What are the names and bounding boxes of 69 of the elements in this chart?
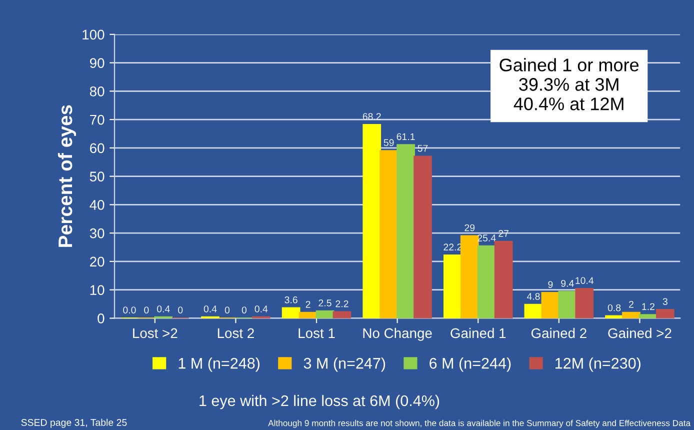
legend-label: 12M (n=230)	[556, 357, 640, 372]
data-label: 0	[178, 306, 183, 314]
y-tick-label: 80	[90, 86, 104, 96]
data-label: 0.4	[254, 305, 268, 312]
bar	[316, 310, 334, 318]
data-label: 4.8	[526, 292, 540, 300]
bar	[380, 150, 398, 318]
bar	[524, 304, 543, 318]
y-tick-label: 70	[90, 114, 104, 125]
data-label: 0.8	[608, 304, 621, 312]
y-tick-label: 40	[90, 200, 104, 210]
data-label: 59	[384, 139, 394, 146]
legend-label: 6 M (n=244)	[430, 357, 511, 372]
y-tick-label: 0	[98, 314, 104, 324]
data-label: 2	[306, 300, 310, 308]
text: 1 eye with >2 line loss at 6M (0.4%)	[200, 394, 440, 410]
bar	[414, 156, 432, 318]
data-label: 0.0	[123, 306, 136, 314]
y-tick-label: 30	[90, 228, 104, 238]
y-tick-label: 100	[82, 30, 104, 40]
bar	[494, 240, 513, 318]
y-tick-label: 90	[90, 58, 104, 68]
data-label: 10.4	[576, 277, 594, 284]
data-label: 0.4	[157, 305, 170, 312]
data-label: 3.6	[284, 296, 298, 304]
bar	[639, 314, 658, 318]
data-label: 0	[144, 306, 149, 314]
bar	[460, 235, 479, 318]
data-label: 3	[662, 298, 668, 305]
y-tick-label: 50	[90, 172, 104, 182]
bar	[477, 245, 496, 318]
text: SSED page 31, Table 25	[21, 418, 127, 428]
data-label: 2.5	[318, 300, 332, 306]
data-label: 0	[224, 306, 230, 314]
bar	[332, 311, 352, 318]
bar	[622, 312, 640, 318]
x-tick-label: Gained 2	[531, 328, 586, 338]
bar	[396, 144, 415, 318]
legend-label: 1 M (n=248)	[178, 357, 260, 372]
x-tick-label: Gained 1	[450, 328, 506, 338]
data-label: 9	[548, 281, 553, 288]
data-label: 0.4	[204, 305, 217, 312]
y-tick-label: 20	[90, 256, 104, 267]
y-tick-label: 60	[90, 143, 104, 154]
bar	[656, 308, 674, 318]
legend-label: 3 M (n=247)	[304, 357, 386, 372]
data-label: 2.2	[336, 300, 348, 308]
data-label: 1.2	[642, 303, 654, 310]
data-label: 0	[242, 306, 247, 314]
data-label: 2	[629, 300, 634, 308]
bar	[558, 290, 577, 318]
y-axis-title: Percent of eyes	[58, 105, 76, 247]
bar	[282, 307, 300, 318]
text: Although 9 month results are not shown, the data is available in the Summary of Safety and Effectiveness Data	[268, 420, 691, 428]
x-tick-label: Lost >2	[133, 328, 178, 338]
y-tick-label: 10	[90, 285, 104, 295]
data-label: 9.4	[561, 280, 574, 287]
data-label: 68.2	[362, 113, 381, 120]
x-tick-label: Gained >2	[608, 328, 672, 338]
annotation: Gained 1 or more 39.3% at 3M 40.4% at 12M	[500, 58, 639, 110]
bar	[605, 315, 624, 318]
bar	[443, 254, 462, 318]
x-tick-label: No Change	[363, 328, 432, 341]
data-label: 29	[464, 224, 475, 232]
x-tick-label: Lost 2	[218, 328, 254, 338]
x-tick-label: Lost 1	[298, 328, 335, 338]
bar	[362, 124, 382, 318]
bar	[575, 288, 594, 318]
data-label: 61.1	[396, 133, 415, 140]
